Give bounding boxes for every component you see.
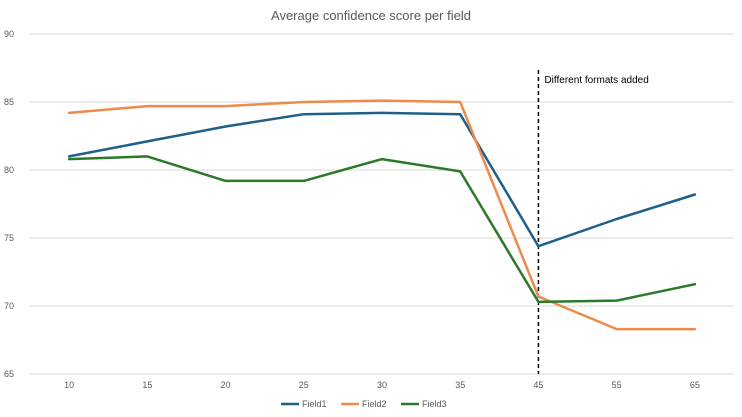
y-tick-label: 65 [4, 369, 14, 379]
y-tick-label: 75 [4, 233, 14, 243]
legend-label-field2: Field2 [362, 399, 387, 409]
x-axis-ticks: 10 15 20 25 30 35 45 55 65 [64, 380, 700, 390]
x-tick-label: 55 [612, 380, 622, 390]
annotation-layer: Different formats added [537, 70, 649, 374]
y-tick-label: 90 [4, 29, 14, 39]
y-axis-ticks: 65 70 75 80 85 90 [4, 29, 14, 379]
legend: Field1 Field2 Field3 [281, 399, 447, 409]
x-tick-label: 10 [64, 380, 74, 390]
chart-title: Average confidence score per field [271, 8, 471, 23]
x-tick-label: 30 [377, 380, 387, 390]
x-tick-label: 65 [690, 380, 700, 390]
x-tick-label: 35 [455, 380, 465, 390]
series-line-field3 [67, 155, 697, 304]
x-tick-label: 15 [142, 380, 152, 390]
series-layer [67, 99, 697, 331]
x-tick-label: 25 [299, 380, 309, 390]
series-line-field2 [67, 99, 697, 331]
legend-label-field1: Field1 [302, 399, 327, 409]
annotation-label: Different formats added [544, 75, 648, 86]
legend-label-field3: Field3 [422, 399, 447, 409]
y-tick-label: 70 [4, 301, 14, 311]
gridlines [30, 33, 734, 375]
series-line-field1 [67, 111, 697, 248]
x-tick-label: 45 [533, 380, 543, 390]
y-tick-label: 85 [4, 97, 14, 107]
x-tick-label: 20 [221, 380, 231, 390]
y-tick-label: 80 [4, 165, 14, 175]
